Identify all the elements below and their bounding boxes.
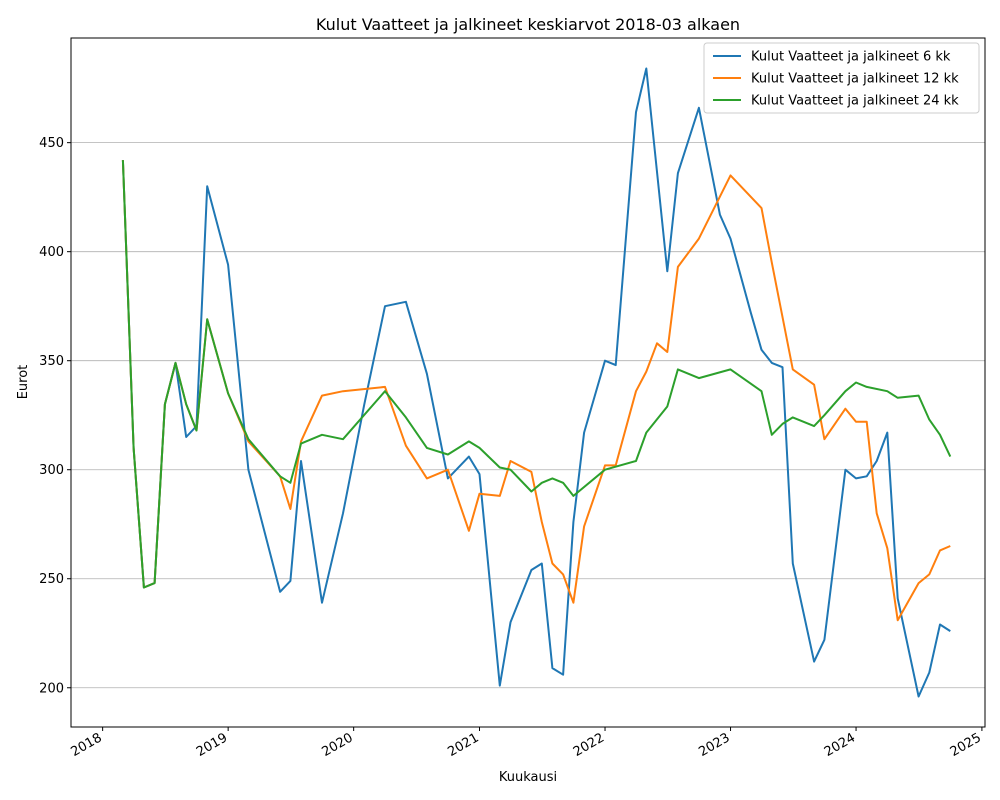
legend: Kulut Vaatteet ja jalkineet 6 kk Kulut Va… (703, 42, 980, 114)
y-tick-label: 400 (39, 245, 64, 260)
series-lines (121, 67, 952, 698)
series-line-1 (121, 67, 951, 698)
y-tick-label: 350 (39, 354, 64, 369)
series-line-3 (121, 160, 952, 589)
plot-frame (70, 37, 986, 728)
legend-label: Kulut Vaatteet ja jalkineet 6 kk (751, 50, 951, 65)
legend-box (703, 42, 980, 114)
y-tick-label: 300 (39, 463, 64, 478)
y-axis-ticks: 200 250 300 350 400 450 (39, 136, 71, 696)
y-tick-label: 250 (39, 572, 64, 587)
legend-label: Kulut Vaatteet ja jalkineet 24 kk (751, 94, 959, 109)
y-axis-label: Eurot (16, 365, 31, 400)
y-tick-label: 450 (39, 136, 64, 151)
y-tick-label: 200 (39, 681, 64, 696)
chart-title: Kulut Vaatteet ja jalkineet keskiarvot 2… (316, 15, 740, 34)
legend-label: Kulut Vaatteet ja jalkineet 12 kk (751, 72, 959, 87)
x-axis-label: Kuukausi (499, 770, 557, 785)
